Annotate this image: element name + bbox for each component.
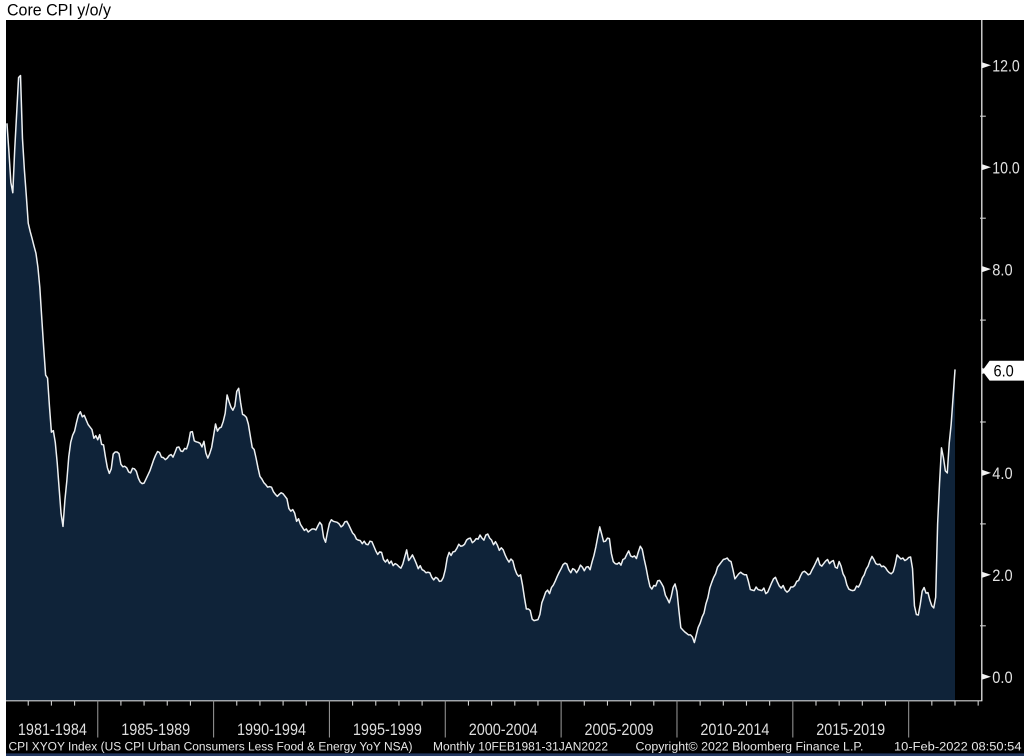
svg-text:Monthly 10FEB1981-31JAN2022: Monthly 10FEB1981-31JAN2022	[433, 740, 608, 754]
svg-text:8.0: 8.0	[992, 260, 1012, 279]
svg-text:2010-2014: 2010-2014	[700, 720, 769, 739]
svg-text:10.0: 10.0	[992, 158, 1020, 177]
svg-text:Core CPI y/o/y: Core CPI y/o/y	[7, 1, 112, 19]
svg-text:12.0: 12.0	[992, 57, 1020, 76]
svg-text:1985-1989: 1985-1989	[121, 720, 190, 739]
svg-text:2.0: 2.0	[992, 566, 1012, 585]
svg-text:0.0: 0.0	[992, 668, 1012, 687]
svg-text:2015-2019: 2015-2019	[816, 720, 885, 739]
svg-text:Copyright© 2022 Bloomberg Fina: Copyright© 2022 Bloomberg Finance L.P.	[636, 740, 864, 754]
svg-text:10-Feb-2022 08:50:54: 10-Feb-2022 08:50:54	[894, 740, 1022, 754]
svg-text:1995-1999: 1995-1999	[353, 720, 422, 739]
svg-text:2005-2009: 2005-2009	[585, 720, 654, 739]
svg-text:6.0: 6.0	[994, 362, 1014, 381]
svg-text:4.0: 4.0	[992, 464, 1012, 483]
svg-text:1981-1984: 1981-1984	[18, 720, 87, 739]
svg-text:2000-2004: 2000-2004	[469, 720, 538, 739]
svg-text:1990-1994: 1990-1994	[237, 720, 306, 739]
svg-text:CPI XYOY Index (US CPI Urban C: CPI XYOY Index (US CPI Urban Consumers L…	[9, 740, 413, 754]
